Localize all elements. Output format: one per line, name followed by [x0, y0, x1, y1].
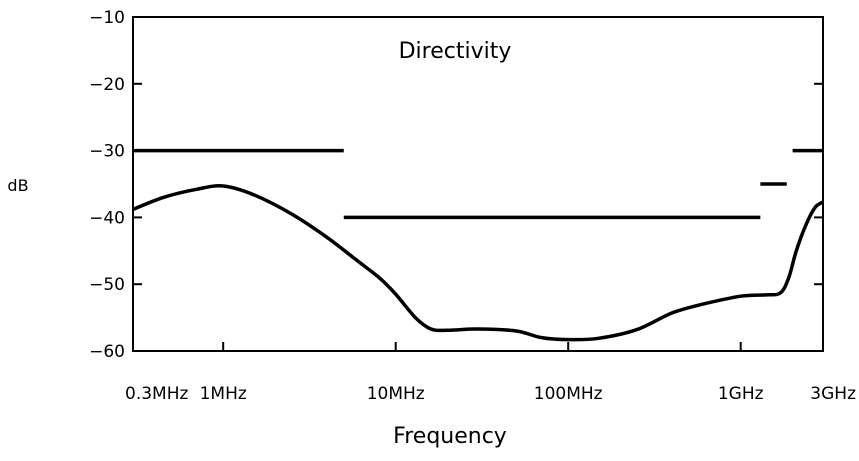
y-axis-label: dB	[7, 176, 28, 195]
y-tick-label: −60	[89, 342, 125, 362]
x-tick-label: 1GHz	[718, 384, 764, 404]
x-tick-label: 0.3MHz	[125, 384, 188, 404]
plot-frame	[132, 16, 824, 352]
y-tick-label: −50	[89, 275, 125, 295]
x-tick-label: 10MHz	[367, 384, 425, 404]
x-tick-label: 1MHz	[200, 384, 247, 404]
y-axis-ticks: −10 −20 −30 −40 −50 −60	[89, 8, 823, 362]
y-tick-label: −10	[89, 8, 125, 28]
x-tick-label: 3GHz	[810, 384, 856, 404]
plot-border	[132, 16, 824, 352]
y-tick-label: −20	[89, 75, 125, 95]
x-tick-label: 100MHz	[534, 384, 603, 404]
series-layer	[132, 148, 824, 342]
directivity-curve	[132, 184, 824, 342]
y-tick-label: −40	[89, 208, 125, 228]
chart-title: Directivity	[399, 39, 512, 64]
x-axis-ticks: 0.3MHz 1MHz 10MHz 100MHz 1GHz 3GHz	[125, 342, 856, 404]
y-tick-label: −30	[89, 142, 125, 162]
x-axis-label: Frequency	[393, 424, 507, 449]
